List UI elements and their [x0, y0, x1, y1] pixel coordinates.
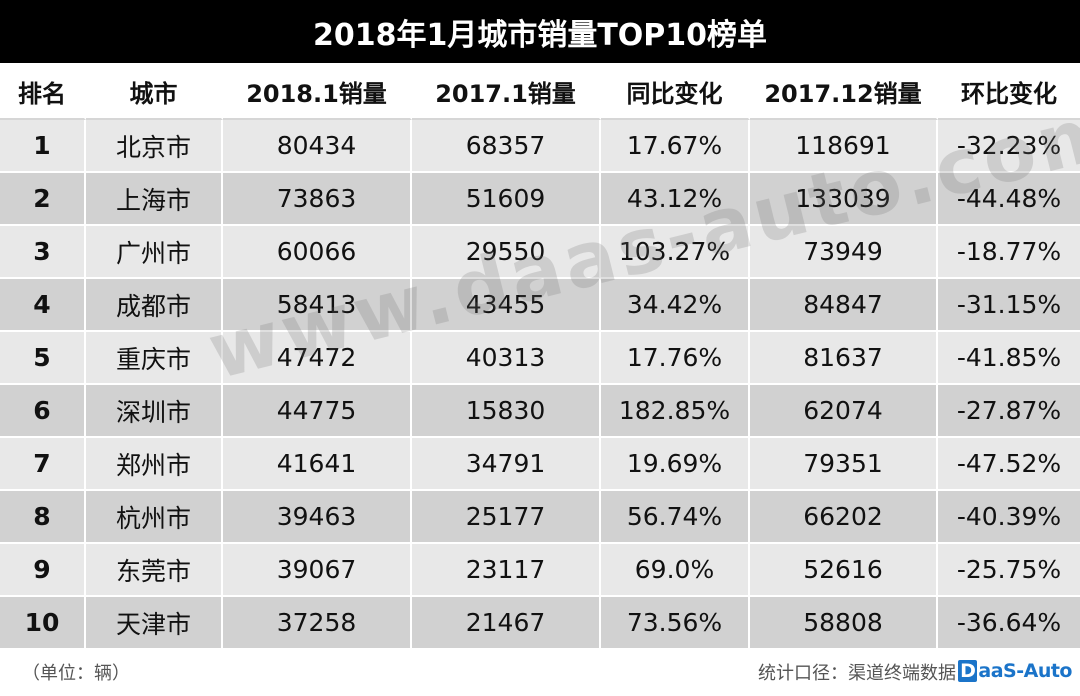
- column-header-sales-2018-01: 2018.1销量: [223, 65, 412, 120]
- rank-cell: 1: [0, 120, 86, 173]
- rank-cell: 7: [0, 438, 86, 491]
- city-cell: 深圳市: [86, 385, 223, 438]
- sales-2018-01-cell: 58413: [223, 279, 412, 332]
- table-row: 4 成都市 58413 43455 34.42% 84847 -31.15%: [0, 279, 1080, 332]
- rank-cell: 9: [0, 544, 86, 597]
- sales-2017-12-cell: 79351: [750, 438, 938, 491]
- column-header-city: 城市: [86, 65, 223, 120]
- column-header-yoy-change: 同比变化: [601, 65, 750, 120]
- yoy-change-cell: 103.27%: [601, 226, 750, 279]
- sales-2017-01-cell: 51609: [412, 173, 601, 226]
- yoy-change-cell: 69.0%: [601, 544, 750, 597]
- yoy-change-cell: 182.85%: [601, 385, 750, 438]
- header-row: 排名 城市 2018.1销量 2017.1销量 同比变化 2017.12销量 环…: [0, 65, 1080, 120]
- yoy-change-cell: 43.12%: [601, 173, 750, 226]
- sales-2017-01-cell: 68357: [412, 120, 601, 173]
- table-row: 5 重庆市 47472 40313 17.76% 81637 -41.85%: [0, 332, 1080, 385]
- sales-2017-12-cell: 73949: [750, 226, 938, 279]
- rank-cell: 3: [0, 226, 86, 279]
- unit-note: （单位：辆）: [22, 663, 130, 684]
- sales-2018-01-cell: 39067: [223, 544, 412, 597]
- sales-ranking-table: 排名 城市 2018.1销量 2017.1销量 同比变化 2017.12销量 环…: [0, 65, 1080, 650]
- sales-2017-01-cell: 40313: [412, 332, 601, 385]
- city-cell: 上海市: [86, 173, 223, 226]
- city-cell: 北京市: [86, 120, 223, 173]
- mom-change-cell: -36.64%: [938, 597, 1080, 650]
- sales-2017-01-cell: 21467: [412, 597, 601, 650]
- mom-change-cell: -18.77%: [938, 226, 1080, 279]
- logo-text: aaS-Auto: [978, 660, 1072, 682]
- sales-2017-12-cell: 66202: [750, 491, 938, 544]
- yoy-change-cell: 19.69%: [601, 438, 750, 491]
- sales-2017-12-cell: 133039: [750, 173, 938, 226]
- mom-change-cell: -27.87%: [938, 385, 1080, 438]
- city-cell: 杭州市: [86, 491, 223, 544]
- yoy-change-cell: 56.74%: [601, 491, 750, 544]
- city-cell: 广州市: [86, 226, 223, 279]
- table-row: 9 东莞市 39067 23117 69.0% 52616 -25.75%: [0, 544, 1080, 597]
- table-row: 7 郑州市 41641 34791 19.69% 79351 -47.52%: [0, 438, 1080, 491]
- rank-cell: 2: [0, 173, 86, 226]
- sales-2017-01-cell: 34791: [412, 438, 601, 491]
- rank-cell: 10: [0, 597, 86, 650]
- sales-2017-01-cell: 15830: [412, 385, 601, 438]
- mom-change-cell: -41.85%: [938, 332, 1080, 385]
- rank-cell: 5: [0, 332, 86, 385]
- column-header-sales-2017-12: 2017.12销量: [750, 65, 938, 120]
- mom-change-cell: -31.15%: [938, 279, 1080, 332]
- sales-2017-12-cell: 52616: [750, 544, 938, 597]
- rank-cell: 6: [0, 385, 86, 438]
- table-row: 10 天津市 37258 21467 73.56% 58808 -36.64%: [0, 597, 1080, 650]
- sales-2017-12-cell: 81637: [750, 332, 938, 385]
- logo-d-mark: D: [958, 660, 978, 682]
- table-row: 8 杭州市 39463 25177 56.74% 66202 -40.39%: [0, 491, 1080, 544]
- sales-2017-12-cell: 84847: [750, 279, 938, 332]
- table-body: 1 北京市 80434 68357 17.67% 118691 -32.23% 2 上海市 738…: [0, 120, 1080, 650]
- sales-2018-01-cell: 41641: [223, 438, 412, 491]
- city-cell: 重庆市: [86, 332, 223, 385]
- yoy-change-cell: 34.42%: [601, 279, 750, 332]
- sales-2017-01-cell: 23117: [412, 544, 601, 597]
- table-row: 2 上海市 73863 51609 43.12% 133039 -44.48%: [0, 173, 1080, 226]
- rank-cell: 8: [0, 491, 86, 544]
- table-row: 3 广州市 60066 29550 103.27% 73949 -18.77%: [0, 226, 1080, 279]
- yoy-change-cell: 17.76%: [601, 332, 750, 385]
- sales-2018-01-cell: 47472: [223, 332, 412, 385]
- rank-cell: 4: [0, 279, 86, 332]
- source-note: 统计口径：渠道终端数据: [758, 663, 956, 684]
- mom-change-cell: -44.48%: [938, 173, 1080, 226]
- city-cell: 天津市: [86, 597, 223, 650]
- column-header-rank: 排名: [0, 65, 86, 120]
- sales-2018-01-cell: 39463: [223, 491, 412, 544]
- sales-2017-12-cell: 58808: [750, 597, 938, 650]
- table-row: 1 北京市 80434 68357 17.67% 118691 -32.23%: [0, 120, 1080, 173]
- column-header-mom-change: 环比变化: [938, 65, 1080, 120]
- city-cell: 成都市: [86, 279, 223, 332]
- sales-2018-01-cell: 60066: [223, 226, 412, 279]
- sales-2017-12-cell: 118691: [750, 120, 938, 173]
- sales-2018-01-cell: 73863: [223, 173, 412, 226]
- city-cell: 郑州市: [86, 438, 223, 491]
- yoy-change-cell: 17.67%: [601, 120, 750, 173]
- mom-change-cell: -25.75%: [938, 544, 1080, 597]
- yoy-change-cell: 73.56%: [601, 597, 750, 650]
- mom-change-cell: -32.23%: [938, 120, 1080, 173]
- sales-2018-01-cell: 44775: [223, 385, 412, 438]
- sales-2017-01-cell: 43455: [412, 279, 601, 332]
- sales-2017-01-cell: 25177: [412, 491, 601, 544]
- sales-2018-01-cell: 80434: [223, 120, 412, 173]
- mom-change-cell: -40.39%: [938, 491, 1080, 544]
- sales-2017-12-cell: 62074: [750, 385, 938, 438]
- city-cell: 东莞市: [86, 544, 223, 597]
- mom-change-cell: -47.52%: [938, 438, 1080, 491]
- column-header-sales-2017-01: 2017.1销量: [412, 65, 601, 120]
- sales-2017-01-cell: 29550: [412, 226, 601, 279]
- table-title: 2018年1月城市销量TOP10榜单: [0, 0, 1080, 63]
- sales-2018-01-cell: 37258: [223, 597, 412, 650]
- table-row: 6 深圳市 44775 15830 182.85% 62074 -27.87%: [0, 385, 1080, 438]
